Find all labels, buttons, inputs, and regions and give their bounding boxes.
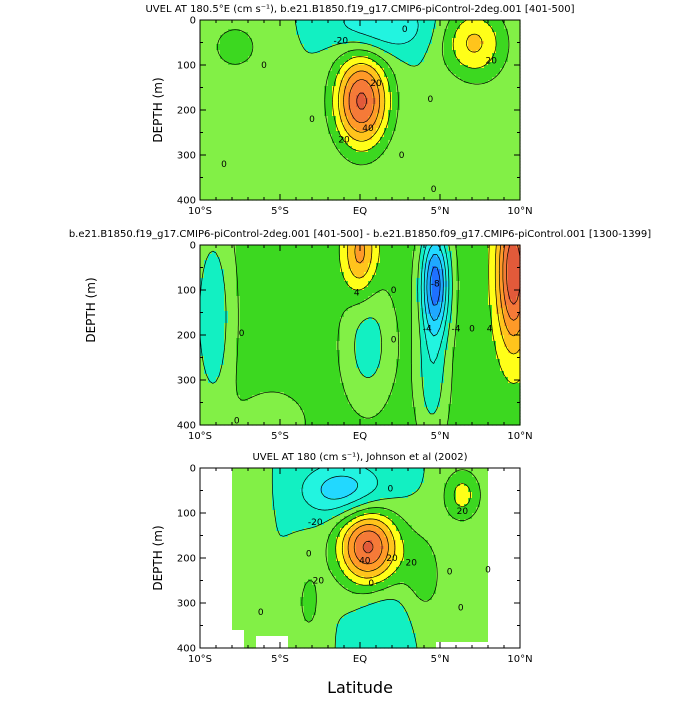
contour-label: 0 xyxy=(309,115,315,125)
x-tick-label: EQ xyxy=(353,206,367,217)
latitude-axis-label: Latitude xyxy=(327,678,393,697)
contour-label: 0 xyxy=(221,160,227,170)
contour-label: 20 xyxy=(370,79,382,89)
contour-label: -20 xyxy=(333,36,348,46)
x-tick-label: 5°S xyxy=(271,206,289,217)
y-tick-label: 400 xyxy=(177,196,196,207)
contour-label: 40 xyxy=(362,124,374,134)
x-tick-label: 10°S xyxy=(188,206,212,217)
contour-label: 0 xyxy=(431,185,437,195)
contour-label: 20 xyxy=(485,57,497,67)
contour-label: 20 xyxy=(338,135,350,145)
y-tick-label: 300 xyxy=(177,151,196,162)
contour-label: 0 xyxy=(402,25,408,35)
x-tick-label: 5°N xyxy=(431,206,450,217)
y-tick-label: 100 xyxy=(177,61,196,72)
top-y-axis-label: DEPTH (m) xyxy=(151,77,165,142)
top-filled-contours xyxy=(200,20,521,201)
shared-depth-label: DEPTH (m) xyxy=(84,277,98,342)
top-panel-title: UVEL AT 180.5°E (cm s⁻¹), b.e21.B1850.f1… xyxy=(145,4,574,15)
contour-label: 0 xyxy=(399,151,405,161)
y-tick-label: 200 xyxy=(177,106,196,117)
contour-label: 0 xyxy=(261,61,267,71)
x-tick-label: 10°N xyxy=(507,206,532,217)
contour-label: 0 xyxy=(428,95,434,105)
y-tick-label: 0 xyxy=(190,16,196,27)
